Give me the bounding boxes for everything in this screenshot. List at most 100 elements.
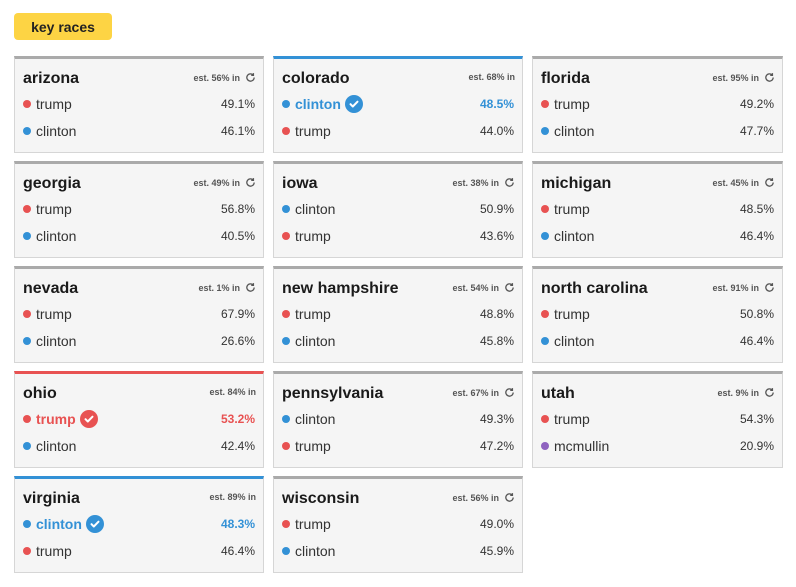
- refresh-icon[interactable]: [504, 282, 515, 293]
- candidate-row: trump 44.0%: [282, 121, 514, 141]
- party-dot: [541, 205, 549, 213]
- state-name: ohio: [23, 385, 57, 402]
- candidate-name: clinton: [554, 333, 595, 349]
- reporting-status: est. 91% in: [712, 282, 775, 293]
- state-name: pennsylvania: [282, 385, 384, 402]
- winner-check-icon: [85, 515, 104, 533]
- state-name: michigan: [541, 175, 612, 192]
- candidate-name: trump: [295, 123, 331, 139]
- reporting-status: est. 95% in: [712, 72, 775, 83]
- refresh-icon[interactable]: [764, 72, 775, 83]
- refresh-icon[interactable]: [245, 282, 256, 293]
- party-dot: [282, 337, 290, 345]
- candidate-row: trump 54.3%: [541, 409, 774, 429]
- candidate-row: clinton 50.9%: [282, 199, 514, 219]
- candidate-name: trump: [554, 411, 590, 427]
- race-card-ohio[interactable]: ohio est. 84% in trump 53.2% clinton 42.…: [14, 371, 264, 468]
- refresh-icon[interactable]: [764, 282, 775, 293]
- party-dot: [23, 205, 31, 213]
- vote-percent: 48.5%: [739, 202, 774, 216]
- vote-percent: 40.5%: [220, 229, 255, 243]
- candidate-row: clinton 46.4%: [541, 331, 774, 351]
- state-name: nevada: [23, 280, 79, 297]
- refresh-icon[interactable]: [504, 492, 515, 503]
- race-card-florida[interactable]: florida est. 95% in trump 49.2% clinton …: [532, 56, 783, 153]
- reporting-percent: est. 91% in: [712, 282, 759, 293]
- refresh-icon[interactable]: [504, 387, 515, 398]
- winner-check-icon: [344, 95, 363, 113]
- race-card-pennsylvania[interactable]: pennsylvania est. 67% in clinton 49.3% t…: [273, 371, 523, 468]
- candidate-row: clinton 42.4%: [23, 436, 255, 456]
- party-dot: [541, 100, 549, 108]
- reporting-percent: est. 49% in: [193, 177, 240, 188]
- candidate-name: trump: [36, 96, 72, 112]
- state-name: north carolina: [541, 280, 648, 297]
- reporting-percent: est. 56% in: [193, 72, 240, 83]
- race-card-utah[interactable]: utah est. 9% in trump 54.3% mcmullin 20.…: [532, 371, 783, 468]
- vote-percent: 50.9%: [479, 202, 514, 216]
- reporting-status: est. 1% in: [198, 282, 256, 293]
- candidate-row: clinton 45.8%: [282, 331, 514, 351]
- race-card-iowa[interactable]: iowa est. 38% in clinton 50.9% trump 43.…: [273, 161, 523, 258]
- party-dot: [282, 442, 290, 450]
- vote-percent: 48.8%: [479, 307, 514, 321]
- party-dot: [23, 232, 31, 240]
- race-grid: arizona est. 56% in trump 49.1% clinton …: [14, 56, 783, 573]
- race-card-nevada[interactable]: nevada est. 1% in trump 67.9% clinton 26…: [14, 266, 264, 363]
- candidate-row: trump 49.0%: [282, 514, 514, 534]
- refresh-icon[interactable]: [764, 177, 775, 188]
- state-name: utah: [541, 385, 575, 402]
- vote-percent: 47.7%: [739, 124, 774, 138]
- candidate-name: clinton: [295, 201, 336, 217]
- race-card-colorado[interactable]: colorado est. 68% in clinton 48.5% trump…: [273, 56, 523, 153]
- state-name: georgia: [23, 175, 81, 192]
- candidate-row: trump 47.2%: [282, 436, 514, 456]
- refresh-icon[interactable]: [764, 387, 775, 398]
- race-card-virginia[interactable]: virginia est. 89% in clinton 48.3% trump…: [14, 476, 264, 573]
- reporting-percent: est. 67% in: [452, 387, 499, 398]
- candidate-name: trump: [36, 306, 72, 322]
- vote-percent: 49.3%: [479, 412, 514, 426]
- refresh-icon[interactable]: [245, 72, 256, 83]
- vote-percent: 46.1%: [220, 124, 255, 138]
- candidate-row: trump 48.5%: [541, 199, 774, 219]
- race-card-michigan[interactable]: michigan est. 45% in trump 48.5% clinton…: [532, 161, 783, 258]
- party-dot: [541, 232, 549, 240]
- candidate-name: mcmullin: [554, 438, 610, 454]
- reporting-status: est. 56% in: [452, 492, 515, 503]
- refresh-icon[interactable]: [504, 177, 515, 188]
- refresh-icon[interactable]: [245, 177, 256, 188]
- state-name: wisconsin: [282, 490, 360, 507]
- race-card-new-hampshire[interactable]: new hampshire est. 54% in trump 48.8% cl…: [273, 266, 523, 363]
- candidate-name: trump: [295, 516, 331, 532]
- candidate-name: clinton: [295, 543, 336, 559]
- vote-percent: 49.1%: [220, 97, 255, 111]
- candidate-name: clinton: [295, 96, 341, 112]
- race-card-arizona[interactable]: arizona est. 56% in trump 49.1% clinton …: [14, 56, 264, 153]
- race-card-wisconsin[interactable]: wisconsin est. 56% in trump 49.0% clinto…: [273, 476, 523, 573]
- key-races-button[interactable]: key races: [14, 13, 112, 40]
- candidate-name: trump: [295, 306, 331, 322]
- candidate-name: clinton: [36, 228, 77, 244]
- candidate-name: clinton: [36, 438, 77, 454]
- candidate-name: trump: [36, 411, 76, 427]
- candidate-row: trump 50.8%: [541, 304, 774, 324]
- vote-percent: 56.8%: [220, 202, 255, 216]
- party-dot: [23, 337, 31, 345]
- candidate-row: clinton 45.9%: [282, 541, 514, 561]
- race-card-georgia[interactable]: georgia est. 49% in trump 56.8% clinton …: [14, 161, 264, 258]
- vote-percent: 26.6%: [220, 334, 255, 348]
- reporting-percent: est. 54% in: [452, 282, 499, 293]
- party-dot: [541, 442, 549, 450]
- candidate-name: clinton: [36, 123, 77, 139]
- party-dot: [23, 442, 31, 450]
- party-dot: [541, 127, 549, 135]
- party-dot: [541, 415, 549, 423]
- candidate-row: trump 43.6%: [282, 226, 514, 246]
- candidate-name: clinton: [295, 333, 336, 349]
- party-dot: [282, 205, 290, 213]
- candidate-row: trump 49.2%: [541, 94, 774, 114]
- party-dot: [23, 415, 31, 423]
- candidate-row: clinton 47.7%: [541, 121, 774, 141]
- race-card-north-carolina[interactable]: north carolina est. 91% in trump 50.8% c…: [532, 266, 783, 363]
